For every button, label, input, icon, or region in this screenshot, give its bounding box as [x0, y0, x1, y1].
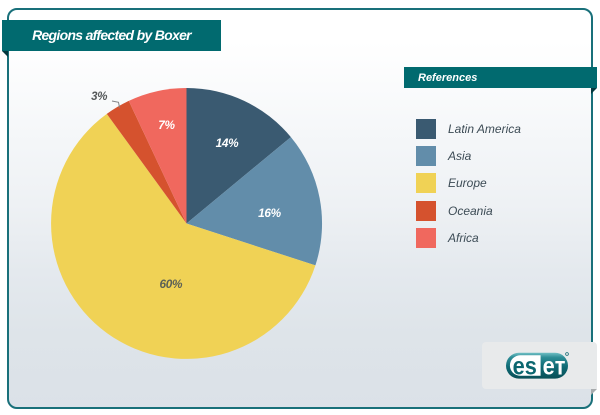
svg-text:eт: eт	[543, 352, 566, 380]
svg-text:es: es	[513, 352, 537, 380]
